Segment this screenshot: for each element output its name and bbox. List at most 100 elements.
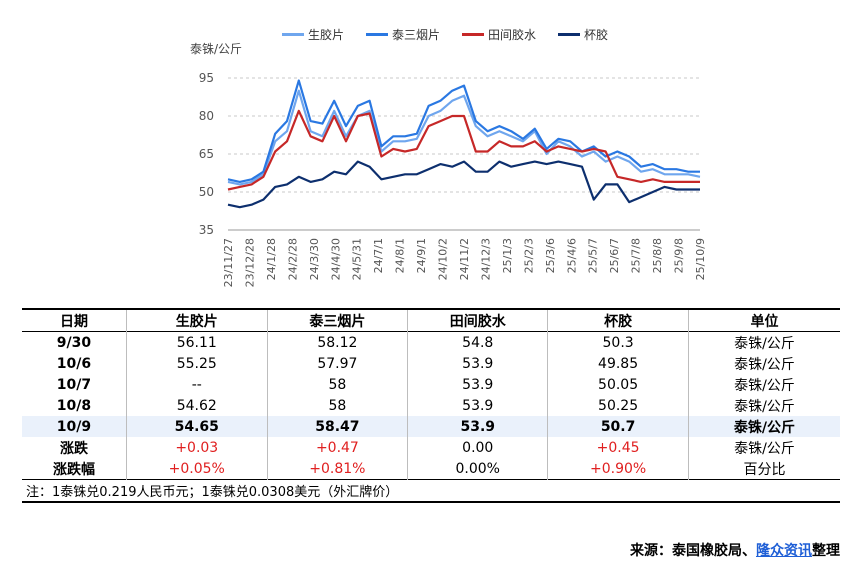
x-tick-label: 23/11/27 bbox=[222, 238, 235, 287]
x-tick-label: 25/6/7 bbox=[608, 238, 621, 273]
y-tick-label: 80 bbox=[199, 109, 214, 123]
cell-date: 涨跌 bbox=[22, 437, 127, 458]
table-row: 10/6 55.25 57.97 53.9 49.85 泰铢/公斤 bbox=[22, 353, 840, 374]
cell-latex: 0.00% bbox=[407, 458, 549, 480]
x-tick-label: 25/1/3 bbox=[501, 238, 514, 273]
cell-date: 9/30 bbox=[22, 331, 127, 353]
table-row: 9/30 56.11 58.12 54.8 50.3 泰铢/公斤 bbox=[22, 331, 840, 353]
legend-label-3: 杯胶 bbox=[584, 28, 609, 42]
x-tick-label: 24/2/28 bbox=[286, 238, 299, 280]
cell-sheet: +0.05% bbox=[126, 458, 268, 480]
x-tick-label: 23/12/28 bbox=[243, 238, 256, 287]
cell-latex: 53.9 bbox=[407, 416, 549, 437]
x-tick-label: 25/2/3 bbox=[522, 238, 535, 273]
cell-unit: 泰铢/公斤 bbox=[733, 419, 796, 436]
series-line-杯胶 bbox=[227, 160, 700, 209]
legend-label-2: 田间胶水 bbox=[488, 28, 537, 42]
legend-swatch-0 bbox=[282, 33, 304, 36]
header-rss3: 泰三烟片 bbox=[267, 309, 409, 332]
cell-cuplump: 50.05 bbox=[547, 374, 689, 395]
legend-item-2: 田间胶水 bbox=[462, 26, 536, 43]
cell-date: 10/6 bbox=[22, 353, 127, 374]
cell-cuplump: 49.85 bbox=[547, 353, 689, 374]
series-line-泰三烟片 bbox=[227, 79, 700, 183]
cell-rss3: 58.47 bbox=[267, 416, 409, 437]
header-date: 日期 bbox=[22, 309, 127, 332]
cell-rss3: 58 bbox=[267, 395, 409, 416]
cell-unit: 百分比 bbox=[743, 461, 786, 478]
legend-swatch-3 bbox=[558, 33, 581, 36]
table-note-row: 注：1泰铢兑0.219人民币元；1泰铢兑0.0308美元（外汇牌价） bbox=[22, 479, 840, 503]
cell-date: 10/7 bbox=[22, 374, 127, 395]
cell-rss3: 58.12 bbox=[267, 331, 409, 353]
table-row: 10/7 -- 58 53.9 50.05 泰铢/公斤 bbox=[22, 374, 840, 395]
cell-cuplump: +0.90% bbox=[547, 458, 689, 480]
cell-unit: 泰铢/公斤 bbox=[734, 398, 795, 415]
x-tick-label: 24/9/1 bbox=[415, 238, 428, 273]
x-tick-label: 25/7/8 bbox=[630, 238, 643, 273]
y-axis-unit-label: 泰铢/公斤 bbox=[190, 42, 243, 56]
cell-rss3: 58 bbox=[267, 374, 409, 395]
source-suffix: 整理 bbox=[812, 543, 840, 559]
source-line: 来源：泰国橡胶局、隆众资讯整理 bbox=[630, 540, 840, 560]
exchange-rate-note: 注：1泰铢兑0.219人民币元；1泰铢兑0.0308美元（外汇牌价） bbox=[22, 479, 840, 503]
x-tick-label: 24/10/2 bbox=[437, 238, 450, 280]
cell-latex: 53.9 bbox=[407, 395, 549, 416]
cell-unit: 泰铢/公斤 bbox=[734, 335, 795, 352]
cell-date: 涨跌幅 bbox=[22, 458, 127, 480]
cell-latex: 53.9 bbox=[407, 374, 549, 395]
cell-cuplump: 50.25 bbox=[547, 395, 689, 416]
y-tick-label: 35 bbox=[199, 223, 214, 237]
x-tick-label: 24/4/30 bbox=[329, 238, 342, 280]
legend-swatch-2 bbox=[462, 33, 485, 36]
cell-latex: 0.00 bbox=[407, 437, 549, 458]
series-line-生胶片 bbox=[227, 89, 701, 186]
table-row-highlighted: 10/9 54.65 58.47 53.9 50.7 泰铢/公斤 bbox=[22, 416, 840, 437]
cell-sheet: -- bbox=[126, 374, 268, 395]
table-header-row: 日期 生胶片 泰三烟片 田间胶水 杯胶 单位 bbox=[22, 309, 840, 332]
cell-latex: 54.8 bbox=[407, 331, 549, 353]
y-tick-label: 95 bbox=[199, 71, 214, 85]
source-prefix: 来源：泰国橡胶局、 bbox=[630, 543, 756, 559]
table-row-change-pct: 涨跌幅 +0.05% +0.81% 0.00% +0.90% 百分比 bbox=[22, 458, 840, 480]
header-unit: 单位 bbox=[750, 313, 779, 330]
header-latex: 田间胶水 bbox=[407, 309, 549, 332]
x-tick-label: 25/8/8 bbox=[651, 238, 664, 273]
x-tick-label: 25/9/8 bbox=[673, 238, 686, 273]
source-link[interactable]: 隆众资讯 bbox=[756, 543, 812, 559]
cell-rss3: +0.47 bbox=[267, 437, 409, 458]
legend-item-3: 杯胶 bbox=[558, 26, 608, 43]
cell-sheet: 55.25 bbox=[126, 353, 268, 374]
cell-sheet: 56.11 bbox=[126, 331, 268, 353]
table-row: 10/8 54.62 58 53.9 50.25 泰铢/公斤 bbox=[22, 395, 840, 416]
cell-date: 10/9 bbox=[22, 416, 127, 437]
x-tick-label: 25/4/6 bbox=[565, 238, 578, 273]
cell-rss3: +0.81% bbox=[267, 458, 409, 480]
series-line-田间胶水 bbox=[227, 109, 700, 191]
x-tick-label: 24/5/31 bbox=[351, 238, 364, 280]
cell-unit: 泰铢/公斤 bbox=[734, 356, 795, 373]
table-row-change: 涨跌 +0.03 +0.47 0.00 +0.45 泰铢/公斤 bbox=[22, 437, 840, 458]
header-sheet: 生胶片 bbox=[126, 309, 268, 332]
x-tick-label: 24/7/1 bbox=[372, 238, 385, 273]
cell-sheet: +0.03 bbox=[126, 437, 268, 458]
y-tick-label: 50 bbox=[199, 185, 214, 199]
cell-unit: 泰铢/公斤 bbox=[734, 440, 795, 457]
cell-unit: 泰铢/公斤 bbox=[734, 377, 795, 394]
cell-cuplump: 50.3 bbox=[547, 331, 689, 353]
cell-rss3: 57.97 bbox=[267, 353, 409, 374]
x-tick-label: 25/10/9 bbox=[694, 238, 707, 280]
legend-swatch-1 bbox=[366, 33, 389, 36]
legend-item-0: 生胶片 bbox=[282, 26, 344, 43]
header-cuplump: 杯胶 bbox=[547, 309, 689, 332]
x-tick-label: 25/5/7 bbox=[587, 238, 600, 273]
y-tick-label: 65 bbox=[199, 147, 214, 161]
x-tick-label: 24/11/2 bbox=[458, 238, 471, 280]
legend-label-1: 泰三烟片 bbox=[392, 28, 441, 42]
x-tick-label: 25/3/6 bbox=[544, 238, 557, 273]
legend-label-0: 生胶片 bbox=[308, 28, 345, 42]
cell-cuplump: 50.7 bbox=[547, 416, 689, 437]
x-tick-label: 24/8/1 bbox=[394, 238, 407, 273]
price-line-chart: 35 50 65 80 95 23/11/27 23/12/28 24/1/28 24/2/28… bbox=[199, 71, 707, 287]
cell-sheet: 54.65 bbox=[126, 416, 268, 437]
